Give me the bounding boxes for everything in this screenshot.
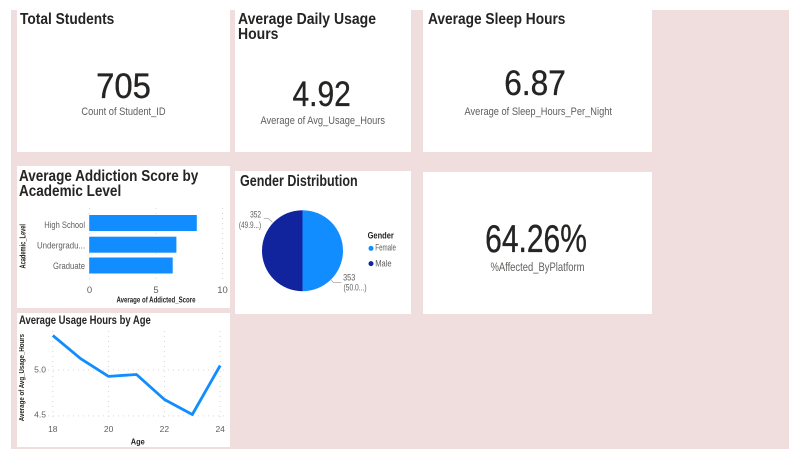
svg-text:(49.9...): (49.9...) (239, 220, 261, 230)
svg-text:20: 20 (103, 424, 113, 434)
svg-text:5: 5 (153, 285, 158, 296)
svg-text:22: 22 (159, 424, 169, 434)
svg-text:353: 353 (343, 273, 355, 283)
svg-text:Academic_Level: Academic_Level (18, 224, 27, 269)
svg-text:Gender: Gender (368, 231, 395, 241)
svg-text:352: 352 (250, 209, 261, 219)
svg-text:4.5: 4.5 (34, 409, 46, 419)
svg-text:Male: Male (375, 258, 391, 268)
svg-text:18: 18 (48, 424, 58, 434)
svg-text:24: 24 (215, 424, 225, 434)
svg-text:(50.0...): (50.0...) (344, 283, 367, 293)
svg-text:10: 10 (217, 285, 228, 296)
svg-text:5.0: 5.0 (34, 364, 46, 374)
svg-text:0: 0 (86, 285, 91, 296)
svg-text:Female: Female (375, 243, 396, 253)
svg-text:Average of Addicted_Score: Average of Addicted_Score (116, 294, 195, 304)
svg-text:Age: Age (130, 436, 144, 446)
svg-text:Average of Avg_Usage_Hours: Average of Avg_Usage_Hours (17, 333, 26, 420)
svg-text:Graduate: Graduate (53, 261, 85, 272)
svg-text:Undergradu...: Undergradu... (37, 240, 85, 251)
svg-text:High School: High School (44, 220, 85, 231)
